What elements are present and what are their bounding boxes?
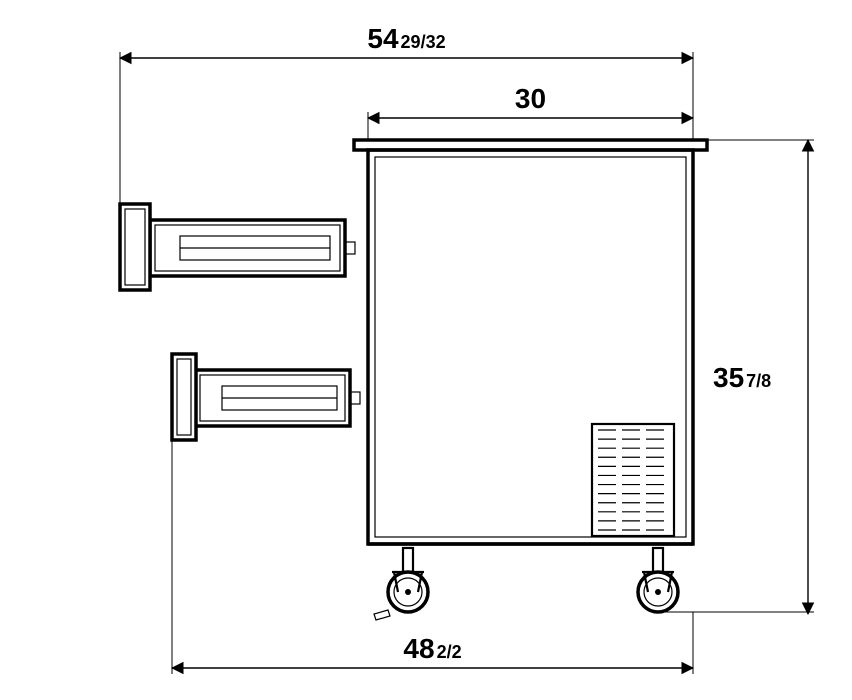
- casters: [374, 548, 678, 620]
- dim-top-overall: 5429/32: [367, 23, 445, 54]
- dim-bottom-overall: 482/2: [403, 633, 461, 664]
- technical-drawing: 5429/32 30 357/8 482/2: [0, 0, 852, 700]
- cabinet-side-view: [354, 140, 707, 544]
- dimension-lines: [120, 52, 814, 674]
- dim-right-overall: 357/8: [713, 362, 771, 393]
- dimension-labels: 5429/32 30 357/8 482/2: [367, 23, 771, 664]
- dim-top-inner: 30: [515, 83, 546, 114]
- drawers: [120, 204, 360, 440]
